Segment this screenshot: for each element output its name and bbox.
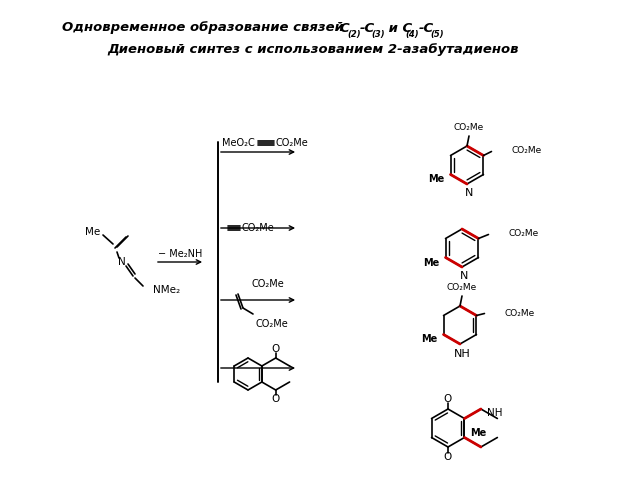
- Text: Me: Me: [84, 227, 100, 237]
- Text: CO₂Me: CO₂Me: [252, 279, 285, 289]
- Text: O: O: [271, 394, 280, 404]
- Text: O: O: [444, 394, 452, 404]
- Text: (4): (4): [405, 29, 419, 38]
- Text: NH: NH: [454, 349, 470, 359]
- Text: CO₂Me: CO₂Me: [504, 309, 534, 318]
- Text: NH: NH: [487, 408, 502, 418]
- Text: -С: -С: [360, 22, 375, 35]
- Text: CO₂Me: CO₂Me: [255, 319, 288, 329]
- Text: N: N: [460, 271, 468, 281]
- Text: Me: Me: [424, 257, 440, 267]
- Text: MeO₂C: MeO₂C: [222, 138, 255, 148]
- Text: N: N: [118, 257, 126, 267]
- Text: CO₂Me: CO₂Me: [454, 123, 484, 132]
- Text: N: N: [465, 188, 473, 198]
- Text: (3): (3): [371, 29, 385, 38]
- Text: -С: -С: [419, 22, 435, 35]
- Text: Me: Me: [470, 429, 486, 439]
- Text: и С: и С: [384, 22, 412, 35]
- Text: Me: Me: [428, 175, 445, 184]
- Text: − Me₂NH: − Me₂NH: [158, 249, 202, 259]
- Text: Одновременное образование связей: Одновременное образование связей: [62, 22, 349, 35]
- Text: С: С: [340, 22, 349, 35]
- Text: NMe₂: NMe₂: [153, 285, 180, 295]
- Text: CO₂Me: CO₂Me: [276, 138, 308, 148]
- Text: O: O: [271, 344, 280, 354]
- Text: CO₂Me: CO₂Me: [447, 284, 477, 292]
- Text: (2): (2): [347, 29, 360, 38]
- Text: (5): (5): [430, 29, 444, 38]
- Text: CO₂Me: CO₂Me: [242, 223, 275, 233]
- Text: Me: Me: [421, 335, 438, 345]
- Text: O: O: [444, 452, 452, 462]
- Text: Диеновый синтез с использованием 2-азабутадиенов: Диеновый синтез с использованием 2-азабу…: [107, 44, 518, 57]
- Text: CO₂Me: CO₂Me: [511, 146, 541, 155]
- Text: CO₂Me: CO₂Me: [508, 229, 539, 238]
